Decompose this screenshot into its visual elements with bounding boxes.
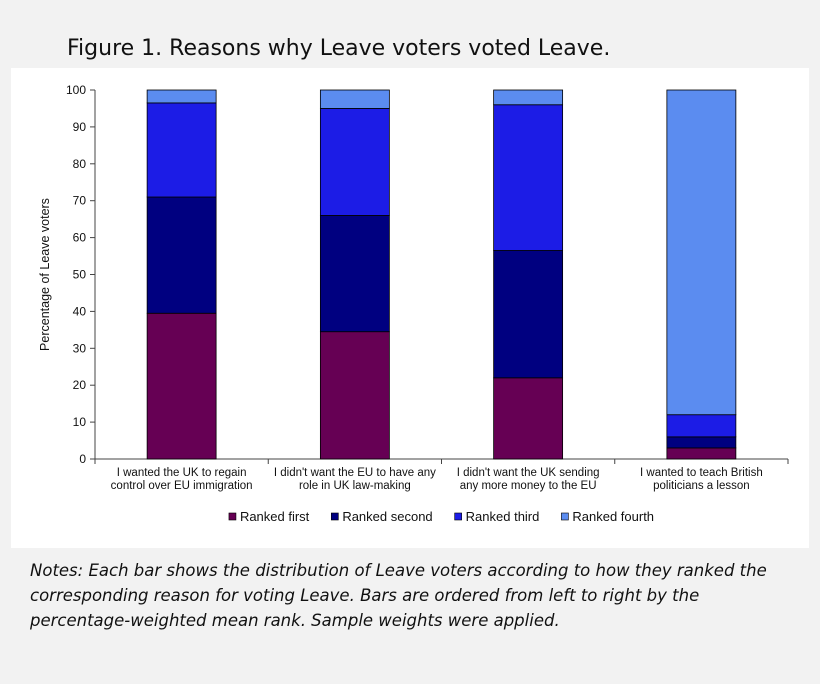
notes-line-2: corresponding reason for voting Leave. B… bbox=[30, 586, 700, 605]
bar-segment-ranked-third bbox=[146, 102, 217, 198]
bar-segment-ranked-fourth bbox=[493, 89, 564, 106]
x-category-label: I wanted to teach British bbox=[640, 467, 763, 479]
x-category-label: I wanted the UK to regain bbox=[117, 467, 247, 479]
legend-swatch bbox=[331, 512, 339, 521]
legend-swatch bbox=[561, 512, 569, 521]
legend-swatch bbox=[228, 512, 237, 521]
bar-segment-ranked-first bbox=[319, 331, 390, 460]
bar-segment-ranked-second bbox=[146, 196, 217, 314]
bar-segment-ranked-second bbox=[666, 436, 737, 449]
legend-label: Ranked third bbox=[466, 509, 540, 524]
y-tick-label: 90 bbox=[73, 120, 87, 134]
legend-label: Ranked fourth bbox=[572, 509, 654, 524]
bar-segment-ranked-fourth bbox=[666, 89, 737, 416]
bar-segment-ranked-first bbox=[666, 447, 737, 460]
x-category-label: politicians a lesson bbox=[653, 480, 750, 492]
x-category-label: any more money to the EU bbox=[460, 480, 597, 492]
bar-segment-ranked-first bbox=[146, 312, 217, 460]
y-tick-label: 100 bbox=[66, 83, 86, 97]
notes-line-1: Notes: Each bar shows the distribution o… bbox=[30, 561, 767, 580]
legend-label: Ranked first bbox=[240, 509, 310, 524]
figure-notes: Notes: Each bar shows the distribution o… bbox=[30, 558, 810, 633]
y-axis-title: Percentage of Leave voters bbox=[38, 198, 52, 351]
y-tick-label: 80 bbox=[73, 157, 87, 171]
y-tick-label: 70 bbox=[73, 194, 87, 208]
bar-segment-ranked-third bbox=[493, 104, 564, 251]
bar-segment-ranked-third bbox=[666, 414, 737, 438]
chart-panel: 0 10 20 30 40 50 60 70 80 90 100 Percentage of Leav… bbox=[11, 68, 809, 548]
y-tick-label: 40 bbox=[73, 304, 87, 318]
bar-segment-ranked-second bbox=[319, 215, 390, 333]
y-tick-label: 0 bbox=[79, 452, 86, 466]
bar-segment-ranked-third bbox=[319, 108, 390, 216]
x-category-label: I didn't want the UK sending bbox=[457, 467, 600, 479]
notes-line-3: percentage-weighted mean rank. Sample we… bbox=[30, 611, 560, 630]
bar-segment-ranked-first bbox=[493, 377, 564, 460]
y-tick-label: 30 bbox=[73, 341, 87, 355]
x-category-label: control over EU immigration bbox=[111, 480, 253, 492]
figure-title: Figure 1. Reasons why Leave voters voted… bbox=[67, 36, 611, 61]
bar-segment-ranked-second bbox=[493, 250, 564, 379]
bar-segment-ranked-fourth bbox=[146, 89, 217, 104]
y-tick-label: 50 bbox=[73, 268, 87, 282]
legend-label: Ranked second bbox=[342, 509, 432, 524]
y-tick-label: 20 bbox=[73, 378, 87, 392]
bar-segment-ranked-fourth bbox=[319, 89, 390, 109]
legend-swatch bbox=[454, 512, 462, 521]
y-tick-label: 60 bbox=[73, 231, 87, 245]
y-tick-label: 10 bbox=[73, 415, 87, 429]
stacked-bar-chart: 0 10 20 30 40 50 60 70 80 90 100 Percentage of Leav… bbox=[38, 83, 789, 524]
x-category-label: I didn't want the EU to have any bbox=[274, 467, 436, 479]
x-category-label: role in UK law-making bbox=[299, 480, 411, 492]
